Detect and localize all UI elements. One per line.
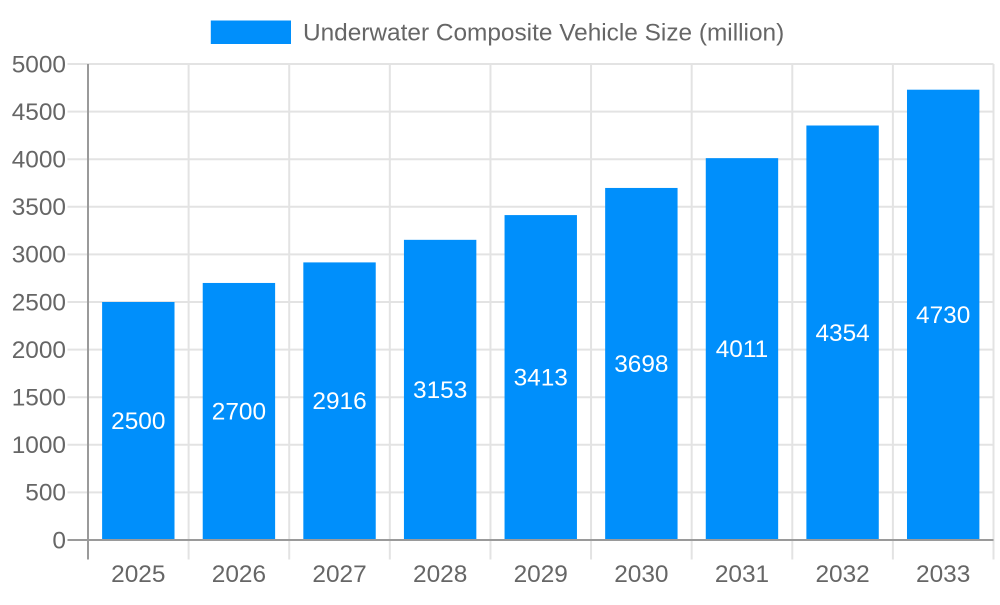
svg-text:4354: 4354: [815, 320, 869, 347]
svg-text:3500: 3500: [12, 194, 66, 221]
svg-text:5000: 5000: [12, 51, 66, 78]
svg-text:4011: 4011: [716, 336, 768, 363]
svg-text:Underwater Composite Vehicle S: Underwater Composite Vehicle Size (milli…: [303, 20, 784, 47]
svg-text:2025: 2025: [111, 561, 165, 588]
svg-text:3698: 3698: [614, 351, 668, 378]
svg-text:2500: 2500: [12, 289, 66, 316]
svg-text:2032: 2032: [815, 561, 869, 588]
svg-text:2028: 2028: [413, 561, 467, 588]
svg-text:500: 500: [25, 480, 66, 507]
svg-text:1500: 1500: [12, 385, 66, 412]
svg-text:2000: 2000: [12, 337, 66, 364]
svg-text:2500: 2500: [111, 408, 165, 435]
svg-text:2031: 2031: [715, 561, 769, 588]
svg-text:4000: 4000: [12, 147, 66, 174]
svg-text:2030: 2030: [614, 561, 668, 588]
svg-text:3000: 3000: [12, 242, 66, 269]
svg-text:2033: 2033: [916, 561, 970, 588]
svg-text:0: 0: [52, 527, 66, 554]
svg-text:4500: 4500: [12, 99, 66, 126]
svg-text:2916: 2916: [312, 388, 366, 415]
svg-text:2027: 2027: [312, 561, 366, 588]
svg-text:3153: 3153: [413, 377, 467, 404]
svg-text:4730: 4730: [916, 302, 970, 329]
svg-text:2029: 2029: [514, 561, 568, 588]
svg-text:1000: 1000: [12, 432, 66, 459]
svg-text:2026: 2026: [212, 561, 266, 588]
svg-text:2700: 2700: [212, 398, 266, 425]
svg-text:3413: 3413: [514, 365, 568, 392]
